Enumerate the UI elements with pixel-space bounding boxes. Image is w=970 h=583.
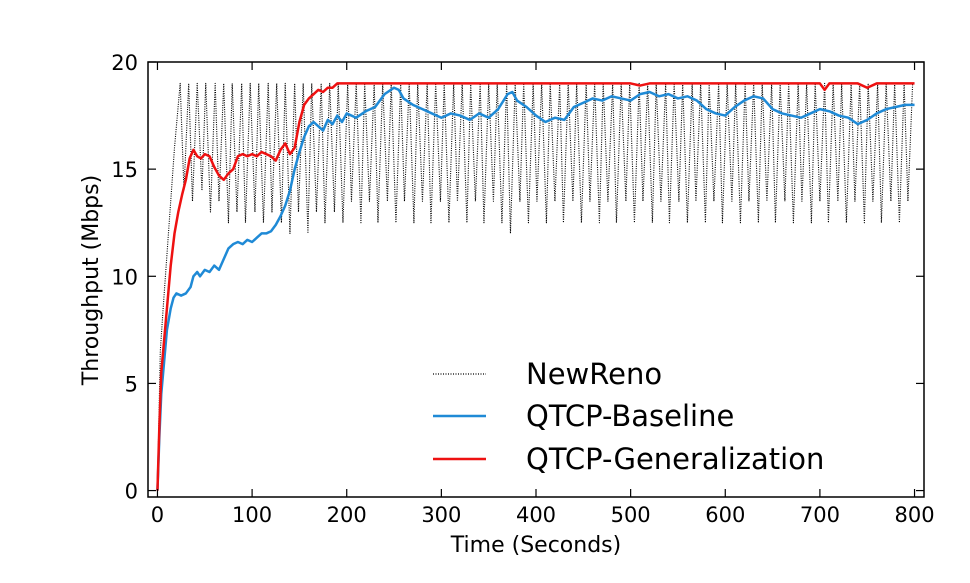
x-tick-label: 200 xyxy=(327,503,367,527)
x-tick-label: 600 xyxy=(705,503,745,527)
x-tick-label: 400 xyxy=(516,503,556,527)
series-line-qtcp-baseline xyxy=(156,86,915,491)
legend-label-newreno: NewReno xyxy=(526,357,662,391)
x-tick-label: 100 xyxy=(232,503,272,527)
series-line-newreno xyxy=(156,82,914,491)
y-tick-label: 10 xyxy=(111,265,138,289)
legend-label-qtcp-generalization: QTCP-Generalization xyxy=(526,442,824,476)
y-axis-title: Throughput (Mbps) xyxy=(79,175,104,386)
x-tick-label: 800 xyxy=(894,503,934,527)
y-tick-label: 5 xyxy=(125,372,138,396)
plot-area: 0 100 200 300 400 500 600 700 800 0 5 10 15 20 xyxy=(111,51,934,527)
x-tick-label: 700 xyxy=(800,503,840,527)
tick-layer: 0 100 200 300 400 500 600 700 800 0 5 10 15 20 xyxy=(111,51,934,527)
x-tick-label: 0 xyxy=(151,503,164,527)
series-layer xyxy=(156,82,915,491)
legend: NewReno QTCP-Baseline QTCP-Generalizatio… xyxy=(433,357,824,476)
y-tick-label: 15 xyxy=(111,158,138,182)
x-tick-label: 500 xyxy=(611,503,651,527)
series-line-qtcp-generalization xyxy=(156,82,915,491)
y-tick-label: 0 xyxy=(125,480,138,504)
x-tick-label: 300 xyxy=(421,503,461,527)
x-axis-title: Time (Seconds) xyxy=(450,533,621,558)
legend-label-qtcp-baseline: QTCP-Baseline xyxy=(526,399,734,433)
y-tick-label: 20 xyxy=(111,51,138,75)
